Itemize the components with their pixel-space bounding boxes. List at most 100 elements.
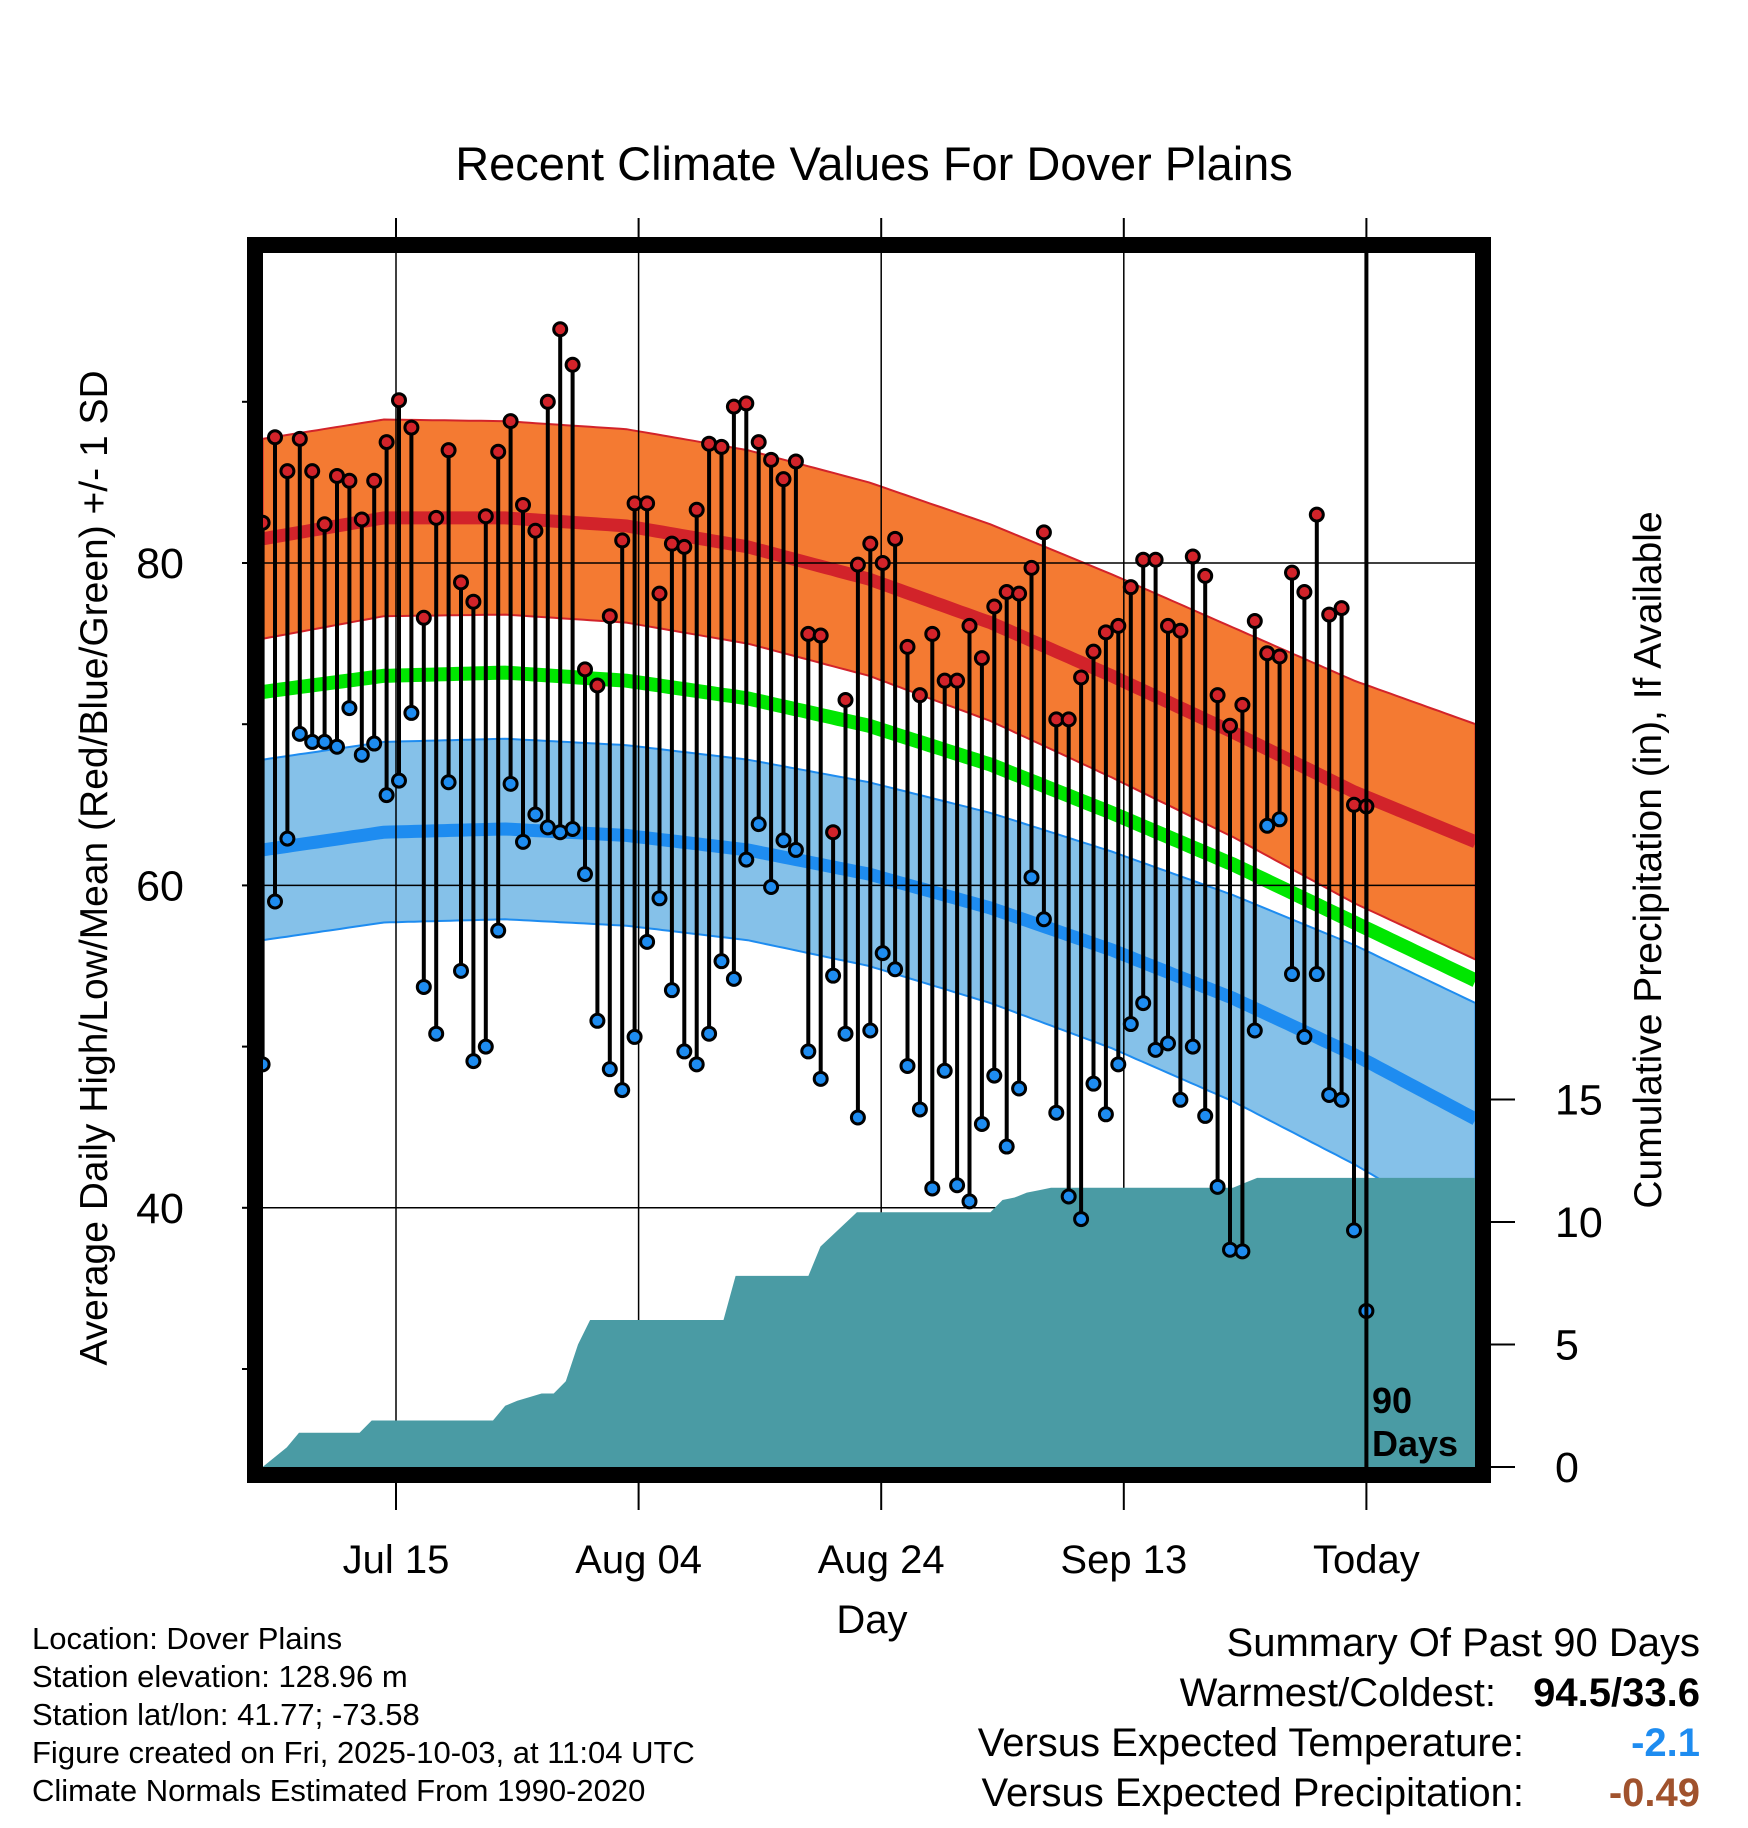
y2-tick-label-10: 10 [1555,1199,1603,1247]
summary-panel: Summary Of Past 90 Days Warmest/Coldest:… [978,1618,1700,1818]
temperature-dots [254,321,1375,1319]
low-dot-day-34 [663,982,680,999]
low-dot-day-77 [1197,1107,1214,1124]
x-axis-label: Day [836,1598,907,1642]
low-dot-day-7 [329,738,345,755]
high-dot-day-36 [688,501,705,518]
low-dot-day-84 [1284,966,1300,983]
high-dot-day-3 [279,463,296,480]
low-dot-day-4 [291,725,308,742]
high-dot-day-83 [1271,648,1288,665]
low-dot-day-36 [688,1056,705,1073]
low-dot-day-58 [961,1193,978,1210]
high-dot-day-2 [267,429,283,446]
summary-title: Summary Of Past 90 Days [1226,1621,1700,1665]
high-dot-day-79 [1222,717,1238,734]
high-dot-day-29 [601,608,618,625]
low-dot-day-63 [1023,869,1040,886]
high-dot-day-73 [1147,551,1164,568]
high-dot-day-58 [961,617,978,634]
high-dot-day-68 [1085,643,1102,660]
low-dot-day-79 [1222,1241,1238,1258]
low-dot-day-88 [1333,1091,1350,1108]
high-dot-day-44 [787,453,804,470]
high-dot-day-49 [849,556,866,573]
y2-tick-label-5: 5 [1555,1322,1579,1370]
low-dot-day-46 [812,1070,829,1087]
low-dot-day-23 [527,806,544,823]
plot-frame [247,237,1491,1483]
low-dot-day-66 [1060,1188,1077,1205]
summary-temp: Versus Expected Temperature: -2.1 [978,1718,1700,1768]
high-dot-day-20 [490,443,507,460]
low-dot-day-40 [738,851,755,868]
high-dot-day-19 [477,508,494,525]
high-dot-day-66 [1060,711,1077,728]
low-dot-day-76 [1184,1038,1201,1055]
station-info: Location: Dover Plains Station elevation… [32,1620,695,1810]
low-dot-day-86 [1308,966,1325,983]
high-dot-day-6 [316,516,333,533]
x-tick-label-52: Aug 24 [818,1538,945,1582]
low-dot-day-2 [267,893,283,910]
high-dot-day-60 [986,598,1003,615]
info-location: Location: Dover Plains [32,1621,343,1656]
low-dot-day-60 [986,1067,1003,1084]
low-dot-day-41 [750,816,767,833]
high-dot-day-85 [1296,584,1313,601]
high-dot-day-81 [1246,613,1263,630]
high-dot-day-42 [763,451,780,468]
high-dot-day-63 [1023,559,1040,576]
low-dot-day-81 [1246,1022,1263,1039]
low-dot-day-55 [924,1180,941,1197]
low-dot-day-73 [1147,1041,1164,1058]
high-dot-day-38 [713,438,730,455]
high-dot-day-21 [502,413,519,430]
low-dot-day-44 [787,841,804,858]
low-dot-day-54 [911,1101,928,1118]
low-dot-day-21 [502,775,519,792]
high-dot-day-89 [1346,796,1362,813]
high-dot-day-45 [800,625,817,642]
high-dot-day-25 [552,321,569,338]
high-dot-day-59 [973,650,990,667]
y2-tick-label-0: 0 [1555,1444,1579,1492]
high-dot-day-54 [911,687,928,704]
precip-label: Versus Expected Precipitation: [981,1771,1524,1815]
high-dot-day-28 [589,677,606,694]
high-dot-day-4 [291,430,308,447]
low-dot-day-62 [1011,1080,1028,1097]
info-latlon: Station lat/lon: 41.77; -73.58 [32,1697,420,1732]
high-dot-day-67 [1073,669,1090,686]
low-dot-day-15 [428,1025,445,1042]
low-dot-day-39 [725,970,742,987]
high-dot-day-62 [1011,585,1028,602]
low-dot-day-61 [998,1138,1015,1155]
low-dot-day-53 [899,1057,916,1074]
today-label-days: Days [1372,1423,1458,1464]
low-dot-day-10 [366,735,383,752]
high-dot-day-18 [465,593,482,610]
high-dot-day-46 [812,627,829,644]
low-dot-day-28 [589,1012,606,1029]
low-dot-day-65 [1048,1104,1065,1121]
summary-warm-cold: Warmest/Coldest: 94.5/33.6 [978,1668,1700,1718]
y-tick-label-80: 80 [136,540,184,588]
high-dot-day-24 [539,393,556,410]
y2-tick-label-15: 15 [1555,1077,1603,1125]
high-dot-day-71 [1122,579,1139,596]
high-dot-day-61 [998,584,1015,601]
y2-axis-label: Cumulative Precipitation (in), If Availa… [1627,511,1670,1208]
info-created: Figure created on Fri, 2025-10-03, at 11… [32,1735,695,1770]
low-dot-day-17 [453,962,469,979]
low-dot-day-78 [1209,1178,1226,1195]
high-dot-day-57 [949,672,966,689]
low-dot-day-37 [701,1025,718,1042]
high-dot-day-51 [874,555,891,571]
high-dot-day-84 [1284,564,1300,581]
high-dot-day-13 [403,419,420,436]
high-dot-day-26 [564,356,581,373]
high-dot-day-70 [1110,617,1127,634]
low-dot-day-20 [490,922,507,939]
